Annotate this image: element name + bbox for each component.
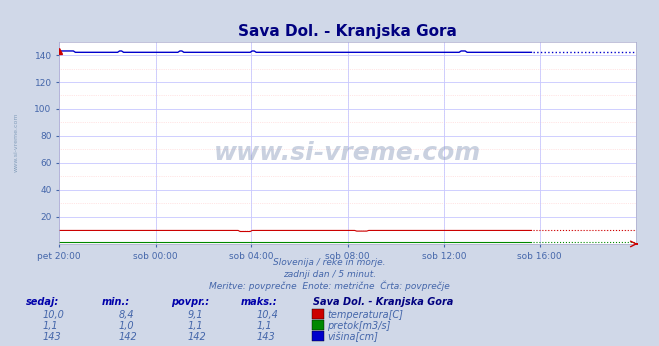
Text: maks.:: maks.: <box>241 297 277 307</box>
Text: 142: 142 <box>188 332 206 342</box>
Text: 1,0: 1,0 <box>119 321 134 331</box>
Text: min.:: min.: <box>102 297 130 307</box>
Text: pretok[m3/s]: pretok[m3/s] <box>328 321 391 331</box>
Text: Slovenija / reke in morje.: Slovenija / reke in morje. <box>273 258 386 267</box>
Text: sedaj:: sedaj: <box>26 297 59 307</box>
Text: 1,1: 1,1 <box>257 321 273 331</box>
Text: temperatura[C]: temperatura[C] <box>328 310 403 320</box>
Text: višina[cm]: višina[cm] <box>328 331 378 342</box>
Text: 142: 142 <box>119 332 137 342</box>
Text: 1,1: 1,1 <box>188 321 204 331</box>
Title: Sava Dol. - Kranjska Gora: Sava Dol. - Kranjska Gora <box>238 24 457 39</box>
Text: Meritve: povprečne  Enote: metrične  Črta: povprečje: Meritve: povprečne Enote: metrične Črta:… <box>209 280 450 291</box>
Text: 10,4: 10,4 <box>257 310 279 320</box>
Text: 1,1: 1,1 <box>43 321 59 331</box>
Text: www.si-vreme.com: www.si-vreme.com <box>14 113 18 172</box>
Text: 143: 143 <box>257 332 275 342</box>
Text: 8,4: 8,4 <box>119 310 134 320</box>
Text: povpr.:: povpr.: <box>171 297 210 307</box>
Text: www.si-vreme.com: www.si-vreme.com <box>214 141 481 165</box>
Text: 9,1: 9,1 <box>188 310 204 320</box>
Text: Sava Dol. - Kranjska Gora: Sava Dol. - Kranjska Gora <box>313 297 453 307</box>
Text: 10,0: 10,0 <box>43 310 65 320</box>
Text: 143: 143 <box>43 332 61 342</box>
Text: zadnji dan / 5 minut.: zadnji dan / 5 minut. <box>283 270 376 279</box>
